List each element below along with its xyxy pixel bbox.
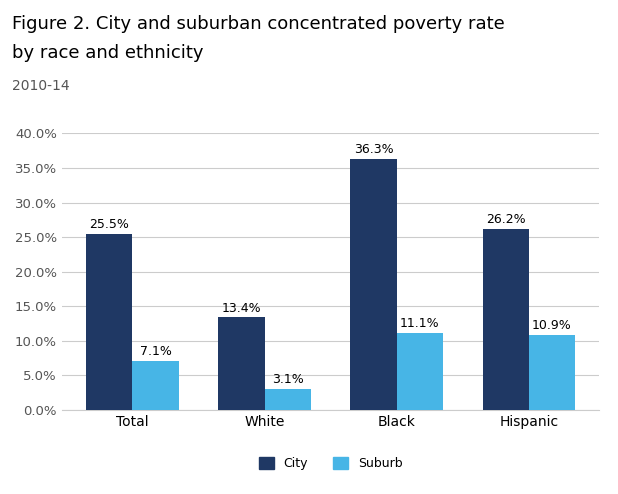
Text: 3.1%: 3.1% xyxy=(272,373,303,386)
Text: by race and ethnicity: by race and ethnicity xyxy=(12,44,204,62)
Text: 25.5%: 25.5% xyxy=(90,218,129,231)
Text: 10.9%: 10.9% xyxy=(532,319,572,332)
Bar xyxy=(483,229,529,410)
Bar xyxy=(265,389,311,410)
Bar xyxy=(397,333,443,410)
Text: 11.1%: 11.1% xyxy=(400,318,439,330)
Text: 26.2%: 26.2% xyxy=(486,213,525,226)
Text: 36.3%: 36.3% xyxy=(353,143,394,156)
Bar xyxy=(218,317,265,410)
Text: Figure 2. City and suburban concentrated poverty rate: Figure 2. City and suburban concentrated… xyxy=(12,15,505,33)
Bar xyxy=(350,159,397,410)
Bar xyxy=(132,361,179,410)
Text: 7.1%: 7.1% xyxy=(140,345,172,358)
Legend: City, Suburb: City, Suburb xyxy=(253,452,408,475)
Text: 2010-14: 2010-14 xyxy=(12,79,70,93)
Bar xyxy=(529,334,575,410)
Bar xyxy=(87,234,132,410)
Text: 13.4%: 13.4% xyxy=(222,301,261,315)
